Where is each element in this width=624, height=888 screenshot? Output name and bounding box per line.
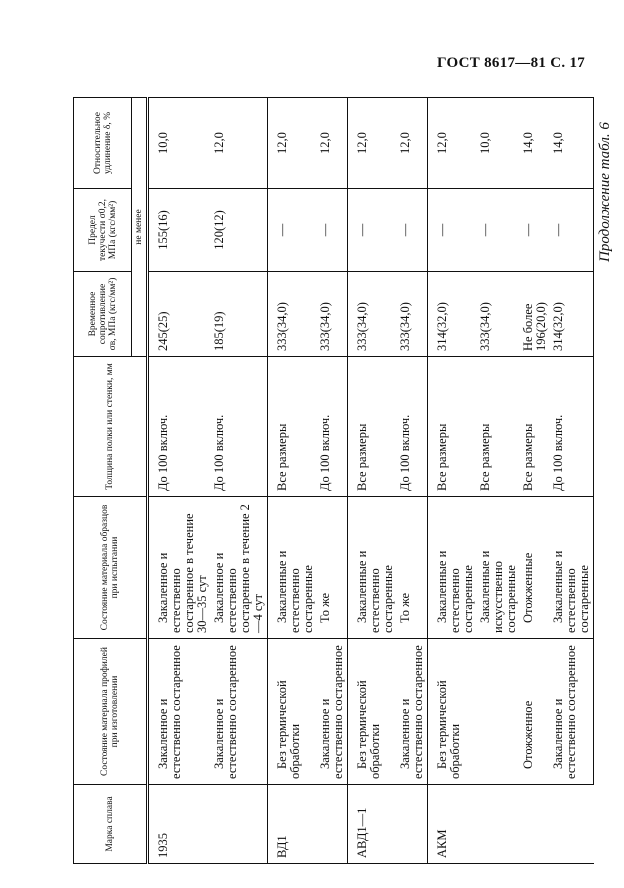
sample-state-cell: Закаленные и естественно состаренные [427, 496, 477, 639]
elongation-cell: 12,0 [211, 97, 268, 189]
sample-state-cell: Закаленные и естественно состаренные [550, 496, 594, 639]
thickness-cell: Все размеры [477, 356, 520, 497]
tensile-cell: 314(32,0) [550, 271, 594, 357]
tensile-cell: 185(19) [211, 271, 268, 357]
header-sample-state: Состояние материала образцов при испытан… [73, 496, 148, 639]
tensile-cell: 333(34,0) [317, 271, 348, 357]
header-min-note: не менее [131, 97, 148, 357]
sample-state-cell: Закаленные и естественно состаренные [347, 496, 397, 639]
table-row: Отожженное Отожженные Все размеры Не более … [520, 97, 550, 864]
table-row: Закаленное и естественно состаренное Зака… [211, 97, 268, 864]
profile-state-cell: Закаленное и естественно состаренное [317, 638, 348, 785]
sample-state-cell: То же [397, 496, 428, 639]
tensile-cell: 314(32,0) [427, 271, 477, 357]
grade-cell: ВД1 [267, 784, 348, 864]
thickness-cell: Все размеры [267, 356, 317, 497]
header-thickness: Толщина полки или стенки, мм [73, 356, 148, 497]
thickness-cell: До 100 включ. [550, 356, 594, 497]
profile-state-cell: Закаленное и естественно состаренное [211, 638, 268, 785]
table-row: ВД1 Без термической обработки Закаленные и… [267, 97, 348, 864]
rotated-table-frame: Марка сплава Состояние материала профиле… [73, 97, 594, 864]
profile-state-cell: Закаленное и естественно состаренное [147, 638, 211, 785]
header-yield-strength: Предел текучести σ0,2, МПа (кгс/мм²) [73, 188, 132, 272]
tensile-cell: 333(34,0) [397, 271, 428, 357]
thickness-cell: До 100 включ. [397, 356, 428, 497]
table-body: 1935 Закаленное и естественно состаренное… [147, 97, 594, 864]
yield-cell: — [397, 188, 428, 272]
properties-table: Марка сплава Состояние материала профиле… [73, 97, 594, 864]
elongation-cell: 14,0 [550, 97, 594, 189]
elongation-cell: 12,0 [427, 97, 477, 189]
thickness-cell: До 100 включ. [317, 356, 348, 497]
thickness-cell: До 100 включ. [147, 356, 211, 497]
header-elongation: Относительное удлинение δ, % [73, 97, 132, 189]
sample-state-cell: Закаленное и естественно состаренное в т… [147, 496, 211, 639]
table-row: Закаленное и естественно состаренное Зака… [550, 97, 594, 864]
thickness-cell: Все размеры [520, 356, 550, 497]
yield-cell: — [477, 188, 520, 272]
elongation-cell: 10,0 [147, 97, 211, 189]
table-row: Закаленное и естественно состаренное То ж… [397, 97, 428, 864]
profile-state-cell: Закаленное и естественно состаренное [397, 638, 428, 785]
yield-cell: — [317, 188, 348, 272]
elongation-cell: 10,0 [477, 97, 520, 189]
yield-cell: — [427, 188, 477, 272]
yield-cell: 120(12) [211, 188, 268, 272]
profile-state-cell: Без термической обработки [427, 638, 520, 785]
sample-state-cell: Отожженные [520, 496, 550, 639]
tensile-cell: 333(34,0) [267, 271, 317, 357]
thickness-cell: До 100 включ. [211, 356, 268, 497]
tensile-cell: 333(34,0) [347, 271, 397, 357]
elongation-cell: 14,0 [520, 97, 550, 189]
profile-state-cell: Закаленное и естественно состаренное [550, 638, 594, 785]
sample-state-cell: Закаленные и искусственно состаренные [477, 496, 520, 639]
elongation-cell: 12,0 [397, 97, 428, 189]
sample-state-cell: То же [317, 496, 348, 639]
yield-cell: 155(16) [147, 188, 211, 272]
table-row: АВД1—1 Без термической обработки Закаленны… [347, 97, 428, 864]
thickness-cell: Все размеры [347, 356, 397, 497]
table-row: АКМ Без термической обработки Закаленные и… [427, 97, 594, 864]
header-profile-state: Состояние материала профилей при изготов… [73, 638, 148, 785]
profile-state-cell: Без термической обработки [347, 638, 397, 785]
elongation-cell: 12,0 [347, 97, 397, 189]
table-caption: Продолжение табл. 6 [597, 122, 613, 262]
elongation-cell: 12,0 [317, 97, 348, 189]
thickness-cell: Все размеры [427, 356, 477, 497]
table-row: Закаленное и естественно состаренное То ж… [317, 97, 348, 864]
grade-cell: АВД1—1 [347, 784, 428, 864]
yield-cell: — [520, 188, 550, 272]
yield-cell: — [550, 188, 594, 272]
grade-cell: 1935 [147, 784, 268, 864]
sample-state-cell: Закаленные и естественно состаренные [267, 496, 317, 639]
yield-cell: — [347, 188, 397, 272]
header-grade: Марка сплава [73, 784, 148, 864]
tensile-cell: 245(25) [147, 271, 211, 357]
page-header: ГОСТ 8617—81 С. 17 [437, 55, 586, 71]
tensile-cell: Не более 196(20,0) [520, 271, 550, 357]
grade-cell: АКМ [427, 784, 594, 864]
table-row: 1935 Закаленное и естественно состаренное… [147, 97, 268, 864]
profile-state-cell: Без термической обработки [267, 638, 317, 785]
profile-state-cell: Отожженное [520, 638, 550, 785]
tensile-cell: 333(34,0) [477, 271, 520, 357]
yield-cell: — [267, 188, 317, 272]
header-tensile-strength: Временное сопротивление σв, МПа (кгс/мм²… [73, 271, 132, 357]
elongation-cell: 12,0 [267, 97, 317, 189]
sample-state-cell: Закаленное и естественно состаренное в т… [211, 496, 268, 639]
